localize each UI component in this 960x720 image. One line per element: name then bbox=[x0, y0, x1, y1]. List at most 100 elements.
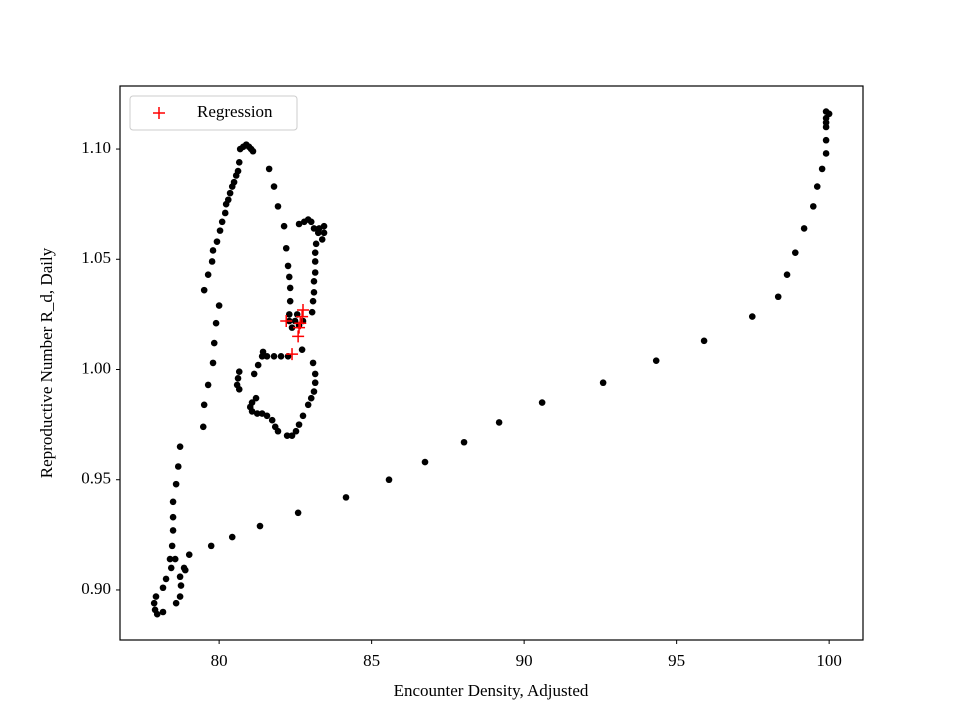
data-point bbox=[174, 463, 182, 470]
data-point bbox=[800, 225, 808, 232]
data-point bbox=[256, 522, 264, 530]
data-point bbox=[460, 438, 468, 446]
data-point bbox=[213, 238, 221, 245]
data-point bbox=[177, 582, 185, 589]
data-point bbox=[248, 408, 256, 415]
data-point bbox=[285, 273, 293, 281]
data-point bbox=[822, 136, 830, 144]
data-point bbox=[295, 421, 303, 428]
x-tick-label: 90 bbox=[516, 651, 533, 670]
data-point bbox=[171, 555, 179, 563]
data-point bbox=[309, 297, 317, 305]
data-point bbox=[311, 249, 319, 256]
data-point bbox=[230, 178, 238, 186]
data-point bbox=[221, 209, 229, 217]
data-point bbox=[286, 284, 294, 292]
data-point bbox=[274, 203, 282, 210]
data-point bbox=[748, 313, 756, 320]
data-point bbox=[250, 370, 258, 378]
data-point bbox=[254, 361, 262, 369]
regression-point bbox=[293, 321, 306, 334]
x-axis-title: Encounter Density, Adjusted bbox=[394, 681, 589, 700]
x-tick-label: 80 bbox=[211, 651, 228, 670]
data-point bbox=[311, 269, 319, 276]
data-point bbox=[312, 240, 320, 248]
data-point bbox=[204, 271, 212, 279]
regression-point bbox=[286, 348, 299, 361]
data-point bbox=[822, 150, 830, 157]
data-point bbox=[234, 375, 242, 382]
data-point bbox=[809, 203, 817, 210]
legend-box bbox=[129, 95, 298, 131]
x-tick-label: 100 bbox=[816, 651, 842, 670]
data-point bbox=[309, 359, 317, 367]
data-point bbox=[208, 258, 216, 265]
data-point bbox=[153, 610, 161, 618]
data-point bbox=[150, 599, 158, 607]
data-point bbox=[235, 386, 243, 393]
data-point bbox=[320, 229, 328, 237]
data-point bbox=[172, 599, 180, 607]
data-point bbox=[204, 381, 212, 389]
data-point bbox=[172, 480, 180, 488]
data-point bbox=[280, 222, 288, 230]
data-point bbox=[274, 427, 282, 435]
data-point bbox=[288, 324, 296, 331]
data-point bbox=[299, 412, 307, 420]
data-point bbox=[212, 319, 220, 327]
data-point bbox=[263, 352, 271, 360]
data-point bbox=[176, 443, 184, 450]
data-point bbox=[176, 593, 184, 600]
data-point bbox=[215, 302, 223, 309]
x-tick-label: 85 bbox=[363, 651, 380, 670]
data-point bbox=[169, 498, 177, 506]
data-point bbox=[283, 432, 291, 439]
data-point bbox=[249, 147, 257, 155]
x-tick-label: 95 bbox=[668, 651, 685, 670]
data-point bbox=[181, 566, 189, 574]
data-point bbox=[774, 293, 782, 301]
data-point bbox=[310, 388, 318, 395]
data-point bbox=[253, 410, 261, 417]
data-point bbox=[235, 158, 243, 166]
data-point bbox=[235, 368, 243, 376]
data-point bbox=[307, 218, 315, 226]
data-point bbox=[315, 225, 323, 232]
regression-point bbox=[292, 330, 305, 343]
data-point bbox=[268, 416, 276, 424]
data-point bbox=[822, 123, 830, 131]
data-point bbox=[265, 165, 273, 173]
data-point bbox=[234, 167, 242, 175]
data-point bbox=[318, 236, 326, 243]
data-point bbox=[286, 297, 294, 305]
data-point bbox=[282, 244, 290, 252]
y-tick-label: 0.95 bbox=[81, 469, 111, 488]
data-point bbox=[385, 476, 393, 484]
data-point bbox=[277, 352, 285, 360]
data-point bbox=[200, 401, 208, 409]
data-point bbox=[226, 189, 234, 197]
data-point bbox=[307, 394, 315, 402]
data-point bbox=[285, 311, 293, 318]
y-axis-title: Reproductive Number R_d, Daily bbox=[37, 247, 56, 478]
regression-point bbox=[297, 303, 310, 316]
data-point bbox=[210, 339, 218, 347]
data-point bbox=[252, 394, 260, 402]
data-point bbox=[310, 289, 318, 296]
regression-point bbox=[296, 310, 309, 323]
data-point bbox=[169, 513, 177, 521]
data-point bbox=[294, 509, 302, 517]
data-point bbox=[813, 183, 821, 190]
data-point bbox=[152, 593, 160, 600]
data-point bbox=[176, 573, 184, 581]
data-point bbox=[168, 542, 176, 550]
data-point bbox=[295, 220, 303, 228]
data-point bbox=[159, 608, 167, 616]
data-point bbox=[308, 308, 316, 316]
data-point bbox=[700, 337, 708, 345]
data-point bbox=[209, 359, 217, 367]
data-point bbox=[791, 249, 799, 256]
data-point bbox=[288, 432, 296, 439]
data-point bbox=[310, 278, 318, 285]
